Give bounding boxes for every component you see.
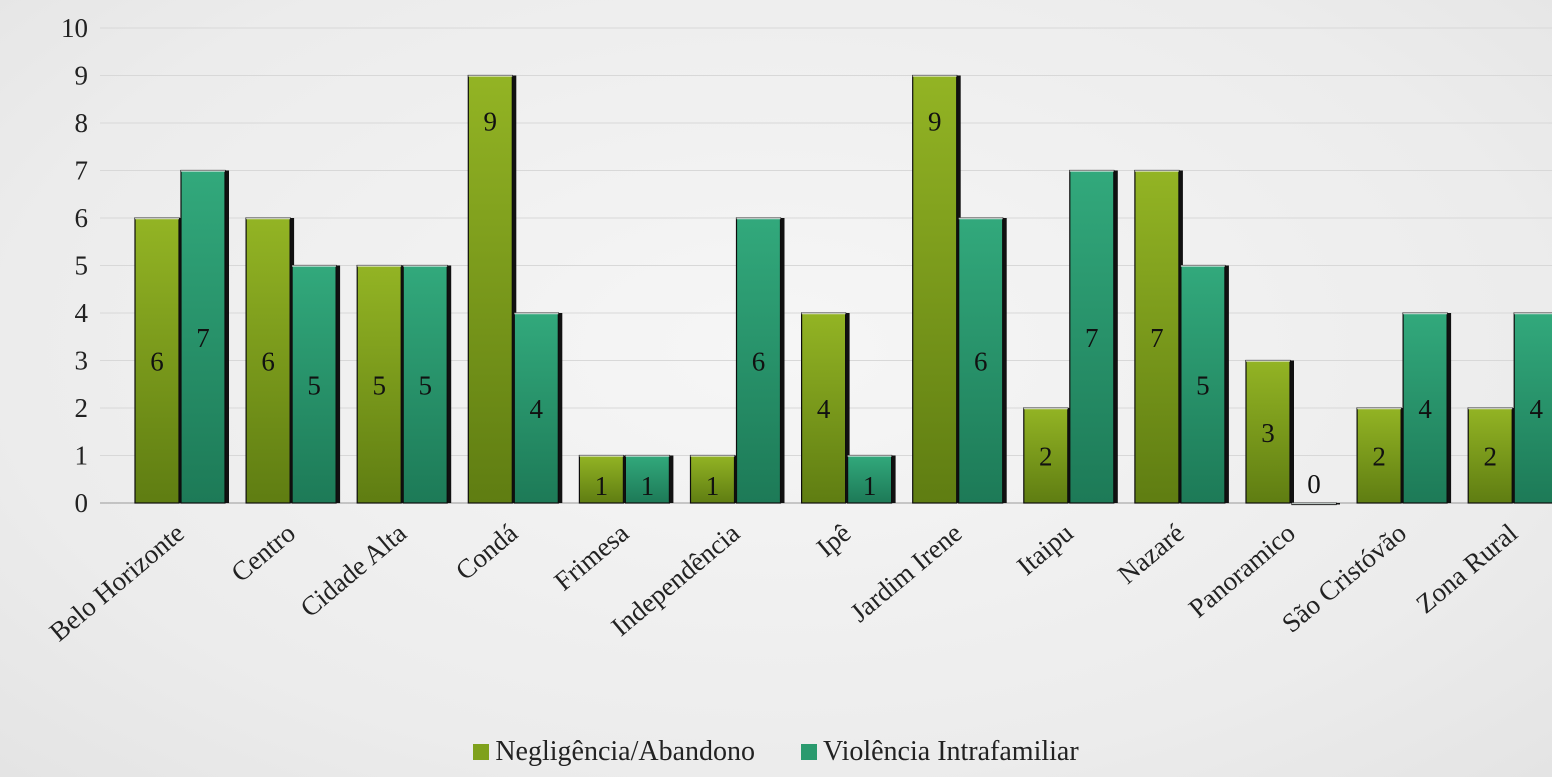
bar [245, 217, 291, 504]
data-label: 1 [706, 471, 720, 501]
data-label: 6 [261, 347, 275, 377]
data-label: 5 [1196, 370, 1210, 400]
data-label: 2 [1372, 442, 1386, 472]
data-label: 9 [928, 107, 942, 137]
legend-item-series-1: Negligência/Abandono [473, 736, 755, 768]
bar [958, 217, 1004, 504]
data-label: 0 [1307, 469, 1321, 499]
x-tick-label: Nazaré [1112, 518, 1190, 590]
y-tick-label: 9 [75, 61, 89, 91]
data-label: 4 [817, 394, 831, 424]
y-tick-label: 6 [75, 203, 89, 233]
bar [846, 454, 893, 504]
x-tick-label: Frimesa [548, 518, 634, 597]
bar [513, 312, 559, 504]
y-tick-label: 1 [75, 441, 89, 471]
x-tick-label: Jardim Irene [844, 518, 967, 628]
bar [356, 264, 402, 504]
data-label: 4 [1529, 394, 1543, 424]
data-label: 5 [307, 370, 321, 400]
data-label: 7 [1085, 323, 1099, 353]
legend-swatch-series-2 [801, 744, 818, 760]
data-label: 6 [974, 347, 988, 377]
x-tick-label: Cidade Alta [295, 518, 413, 623]
data-label: 5 [372, 370, 386, 400]
data-label: 9 [484, 107, 498, 137]
data-label: 7 [196, 323, 210, 353]
legend-swatch-series-1 [473, 744, 490, 760]
data-label: 4 [530, 394, 544, 424]
bar [291, 264, 337, 504]
data-label: 1 [641, 471, 655, 501]
bar [134, 217, 180, 504]
y-tick-label: 3 [75, 346, 89, 376]
legend: Negligência/Abandono Violência Intrafami… [0, 736, 1552, 768]
x-tick-label: Zona Rural [1410, 518, 1523, 620]
data-label: 7 [1150, 323, 1164, 353]
bar [1513, 312, 1552, 504]
legend-label-series-1: Negligência/Abandono [495, 736, 756, 767]
legend-item-series-2: Violência Intrafamiliar [801, 736, 1079, 768]
y-tick-label: 5 [75, 251, 89, 281]
data-label: 1 [863, 471, 877, 501]
bar [1467, 407, 1513, 504]
y-tick-label: 10 [61, 13, 88, 43]
y-tick-label: 8 [75, 108, 89, 138]
x-tick-label: Centro [225, 518, 301, 588]
x-tick-label: Condá [450, 518, 523, 586]
bar [1356, 407, 1402, 504]
y-tick-label: 7 [75, 156, 89, 186]
bar [735, 217, 782, 504]
legend-label-series-2: Violência Intrafamiliar [823, 736, 1079, 767]
x-tick-label: Itaipu [1011, 517, 1079, 581]
bar [1069, 169, 1115, 504]
x-tick-label: Ipê [811, 518, 857, 563]
bar [467, 74, 513, 504]
data-label: 5 [418, 370, 432, 400]
data-label: 6 [150, 347, 164, 377]
bar [1180, 264, 1226, 504]
x-tick-label: Belo Horizonte [44, 518, 190, 648]
bar [912, 74, 958, 504]
bar [624, 454, 671, 504]
bar [1402, 312, 1448, 504]
bar [689, 454, 736, 504]
bar [578, 454, 625, 504]
x-tick-label: Panoramico [1183, 518, 1301, 624]
data-label: 1 [595, 471, 609, 501]
bar [1245, 359, 1291, 504]
data-label: 2 [1039, 442, 1053, 472]
bar [402, 264, 448, 504]
y-tick-label: 4 [75, 298, 89, 328]
y-tick-label: 0 [75, 488, 89, 518]
bar [1134, 169, 1180, 504]
data-label: 4 [1418, 394, 1432, 424]
data-label: 2 [1483, 442, 1497, 472]
data-label: 6 [752, 347, 766, 377]
y-tick-label: 2 [75, 393, 89, 423]
data-label: 3 [1261, 418, 1275, 448]
